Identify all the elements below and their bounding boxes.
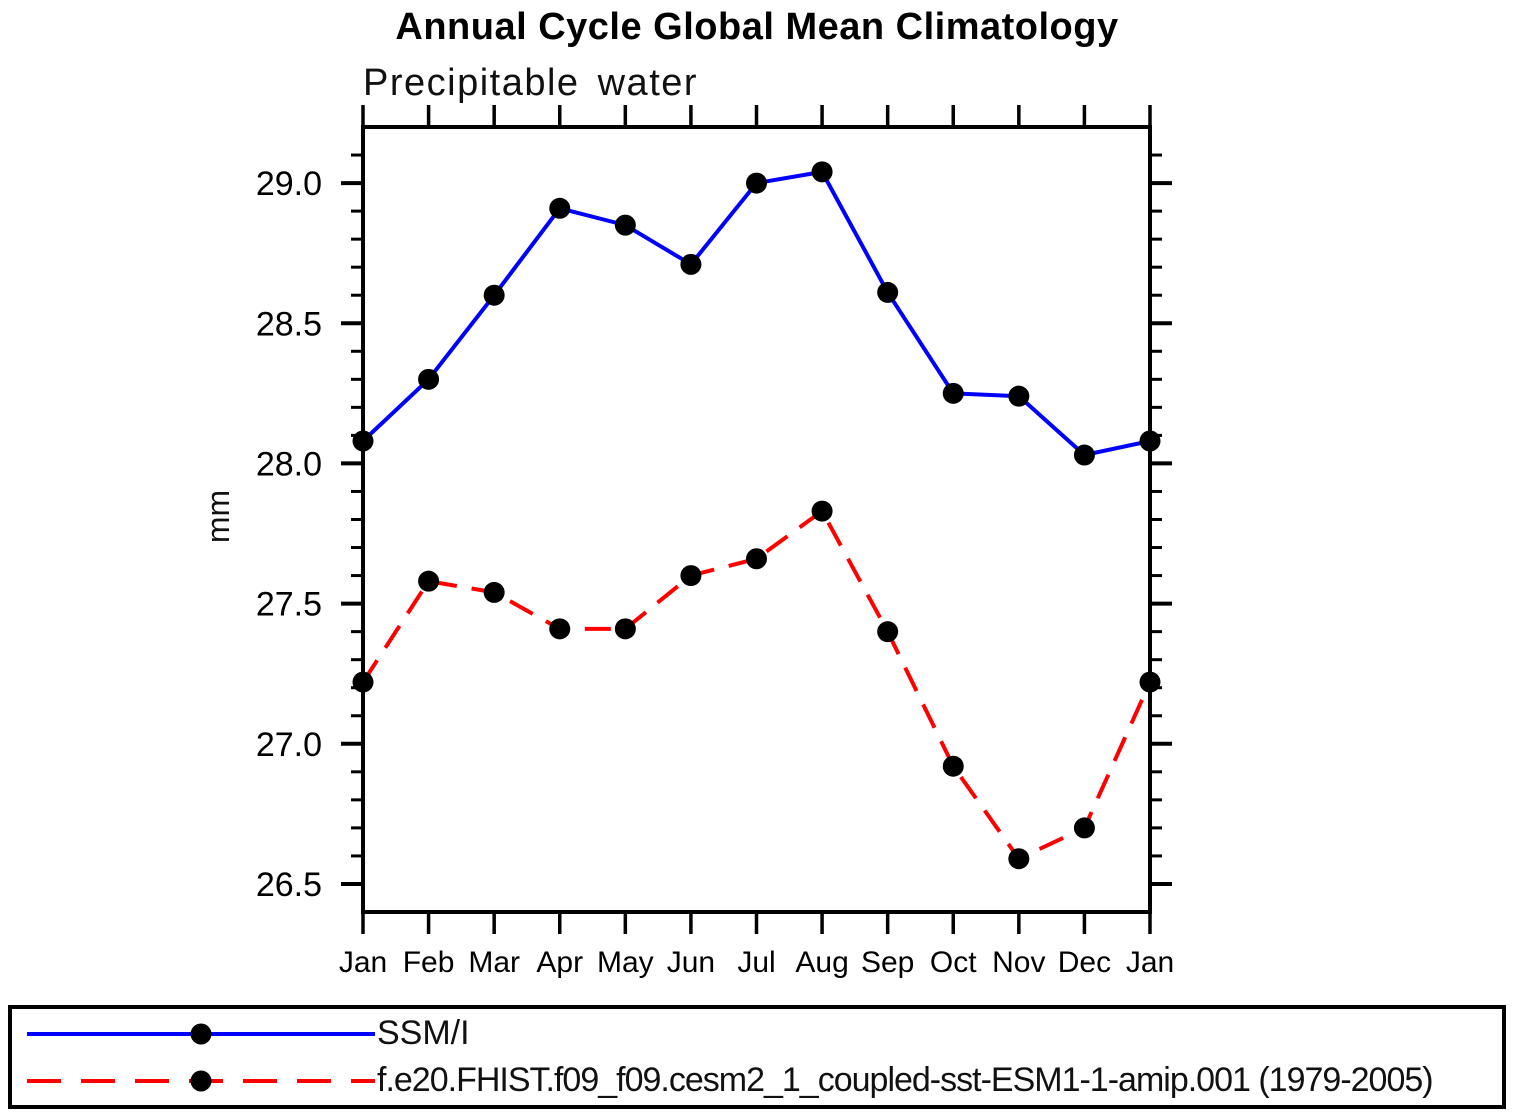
x-axis-ticks (361, 105, 1152, 934)
svg-text:Oct: Oct (930, 946, 977, 979)
y-tick-labels: 26.5 27.0 27.5 28.0 28.5 29.0 (256, 165, 322, 904)
svg-text:Mar: Mar (468, 946, 520, 979)
plot-frame (361, 125, 1152, 914)
series-0-markers (352, 161, 1161, 466)
svg-text:27.5: 27.5 (256, 586, 322, 624)
svg-text:26.5: 26.5 (256, 866, 322, 904)
legend-label-model: f.e20.FHIST.f09_f09.cesm2_1_coupled-sst-… (377, 1061, 1434, 1099)
svg-text:29.0: 29.0 (256, 165, 322, 203)
svg-text:Dec: Dec (1058, 946, 1111, 979)
legend-label-ssmi: SSM/I (377, 1014, 470, 1052)
svg-text:Jun: Jun (667, 946, 715, 979)
legend-sample-model (27, 1070, 375, 1091)
legend-row-ssmi: SSM/I (25, 1010, 1502, 1057)
svg-text:Jul: Jul (737, 946, 775, 979)
legend-row-model: f.e20.FHIST.f09_f09.cesm2_1_coupled-sst-… (25, 1057, 1502, 1104)
svg-text:28.0: 28.0 (256, 445, 322, 483)
svg-text:Feb: Feb (403, 946, 455, 979)
legend-marker-icon (190, 1070, 212, 1091)
svg-text:27.0: 27.0 (256, 726, 322, 764)
x-tick-labels: Jan Feb Mar Apr May Jun Jul Aug Sep Oct Nov Dec Jan (339, 946, 1174, 979)
svg-text:Sep: Sep (861, 946, 914, 979)
series-1-markers (352, 500, 1161, 870)
legend-sample-ssmi (27, 1023, 375, 1044)
series-0-line (361, 169, 1151, 458)
svg-text:Jan: Jan (1126, 946, 1174, 979)
svg-text:Jan: Jan (339, 946, 387, 979)
svg-text:May: May (597, 946, 654, 979)
chart-subtitle: Precipitable water (363, 62, 699, 104)
svg-text:28.5: 28.5 (256, 305, 322, 343)
y-axis-ticks (341, 153, 1172, 886)
svg-text:Aug: Aug (795, 946, 848, 979)
legend-box: SSM/I f.e20.FHIST.f09_f09.cesm2_1_couple… (8, 1005, 1506, 1109)
legend-marker-icon (190, 1023, 212, 1044)
svg-text:Apr: Apr (536, 946, 583, 979)
svg-text:Nov: Nov (992, 946, 1045, 979)
chart-title: Annual Cycle Global Mean Climatology (395, 6, 1119, 48)
